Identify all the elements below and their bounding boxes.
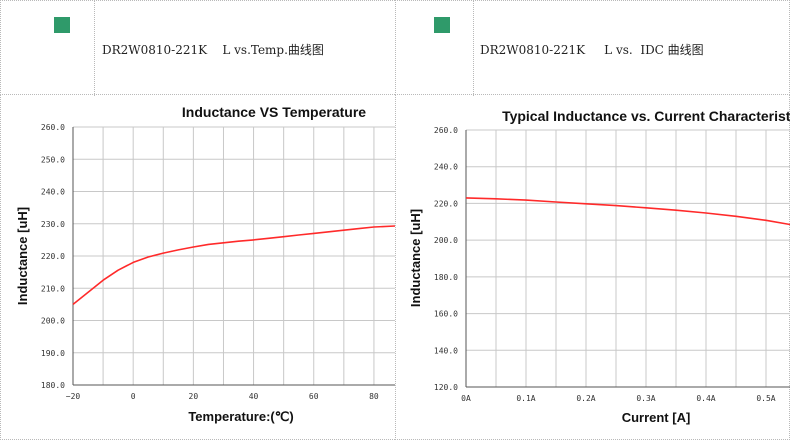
x-tick-label: 0.4A xyxy=(696,394,715,403)
header-left-divider xyxy=(94,1,95,96)
x-tick-label: 20 xyxy=(189,392,199,401)
x-tick-label: 80 xyxy=(369,392,379,401)
x-tick-label: 0.3A xyxy=(636,394,655,403)
y-tick-label: 250.0 xyxy=(41,155,65,164)
header-right-divider xyxy=(473,1,474,96)
x-tick-label: 40 xyxy=(249,392,259,401)
chart-title: Typical Inductance vs. Current Character… xyxy=(502,108,790,124)
y-tick-label: 260.0 xyxy=(434,126,458,135)
green-square-icon xyxy=(434,17,450,33)
y-tick-label: 200.0 xyxy=(434,236,458,245)
x-tick-label: 60 xyxy=(309,392,319,401)
chart-inductance-vs-current: 120.0 140.0 160.0 180.0 200.0 220.0 240.0 260.0… xyxy=(408,108,790,425)
header-right-text: DR2W0810-221K L vs. IDC 曲线图 xyxy=(480,43,704,57)
x-tick-label: 0A xyxy=(461,394,471,403)
x-tick-label: 0.5A xyxy=(756,394,775,403)
chart-inductance-vs-temperature: 180.0 190.0 200.0 210.0 220.0 230.0 240.0 250.0… xyxy=(15,104,395,424)
header-right: DR2W0810-221K L vs. IDC 曲线图 xyxy=(395,0,790,96)
y-axis-label: Inductance [uH] xyxy=(408,209,423,307)
y-tick-label: 210.0 xyxy=(41,284,65,293)
y-tick-label: 160.0 xyxy=(434,310,458,319)
x-tick-label: 0 xyxy=(131,392,136,401)
y-tick-label: 120.0 xyxy=(434,383,458,392)
y-tick-label: 190.0 xyxy=(41,349,65,358)
chart-cell-right: 120.0 140.0 160.0 180.0 200.0 220.0 240.0 260.0… xyxy=(395,95,790,440)
y-tick-label: 240.0 xyxy=(41,188,65,197)
chart-title: Inductance VS Temperature xyxy=(182,104,366,120)
y-axis-label: Inductance [uH] xyxy=(15,207,30,305)
header-left-text: DR2W0810-221K L vs.Temp.曲线图 xyxy=(102,43,324,57)
y-tick-label: 200.0 xyxy=(41,317,65,326)
x-axis-label: Temperature:(℃) xyxy=(188,409,293,424)
y-tick-label: 220.0 xyxy=(434,199,458,208)
y-tick-label: 230.0 xyxy=(41,220,65,229)
series-line xyxy=(465,197,790,226)
y-tick-label: 180.0 xyxy=(41,381,65,390)
series-line xyxy=(72,225,395,306)
y-tick-label: 220.0 xyxy=(41,252,65,261)
x-tick-label: −20 xyxy=(66,392,81,401)
y-tick-label: 260.0 xyxy=(41,123,65,132)
x-axis-label: Current [A] xyxy=(622,410,691,425)
y-tick-label: 140.0 xyxy=(434,346,458,355)
green-square-icon xyxy=(54,17,70,33)
y-tick-label: 180.0 xyxy=(434,273,458,282)
y-tick-label: 240.0 xyxy=(434,163,458,172)
header-left: DR2W0810-221K L vs.Temp.曲线图 xyxy=(0,0,395,96)
x-tick-label: 0.2A xyxy=(576,394,595,403)
chart-cell-left: 180.0 190.0 200.0 210.0 220.0 230.0 240.0 250.0… xyxy=(0,95,395,440)
x-tick-label: 0.1A xyxy=(516,394,535,403)
